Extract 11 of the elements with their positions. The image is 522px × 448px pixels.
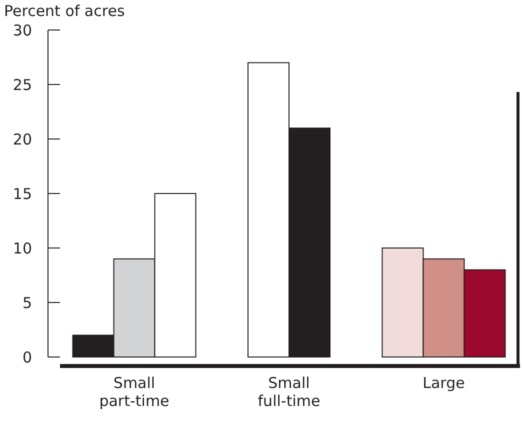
x-tick-label: Small part-time (99, 374, 170, 410)
y-tick-label: 15 (12, 184, 32, 203)
y-tick-label: 20 (12, 130, 32, 148)
x-tick-label: Large (422, 374, 465, 392)
y-axis-title: Percent of acres (4, 2, 125, 20)
y-tick-label: 0 (22, 348, 32, 366)
y-tick-label: 25 (12, 76, 32, 94)
x-tick-label: Small full-time (258, 374, 320, 410)
y-tick-label: 5 (22, 294, 32, 312)
y-tick-label: 30 (12, 21, 32, 40)
y-tick-label: 10 (12, 239, 32, 258)
